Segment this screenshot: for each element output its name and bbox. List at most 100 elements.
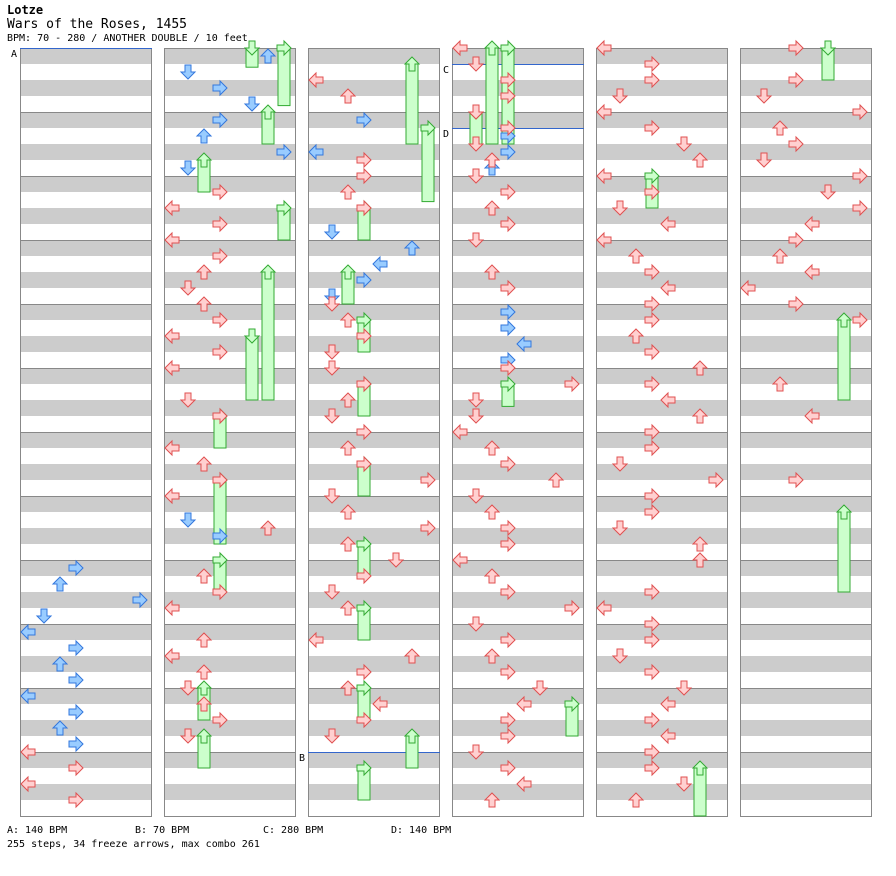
beat-stripe [596,80,728,96]
beat-stripe [452,208,584,224]
step-arrow-red [164,359,180,377]
step-arrow-red [788,471,804,489]
step-arrow-red [68,791,84,809]
step-arrow-red [68,759,84,777]
beat-stripe [452,112,584,128]
beat-stripe [164,144,296,160]
beat-stripe [452,240,584,256]
bpm-change-label: A [11,49,17,60]
step-arrow-blue [68,639,84,657]
step-arrow-red [500,455,516,473]
beat-stripe [596,720,728,736]
beat-stripe [308,304,440,320]
beat-stripe [740,80,872,96]
freeze-arrow-body [261,271,275,401]
beat-stripe [164,464,296,480]
beat-stripe [452,464,584,480]
beat-stripe [20,208,152,224]
beat-stripe [20,656,152,672]
step-arrow-red [500,663,516,681]
step-arrow-blue [68,703,84,721]
step-arrow-red [755,152,773,168]
freeze-arrow-head [195,152,213,168]
step-arrow-red [308,71,324,89]
beat-stripe [596,304,728,320]
step-arrow-blue [195,128,213,144]
beat-stripe [452,560,584,576]
step-arrow-red [788,295,804,313]
step-arrow-red [179,728,197,744]
step-arrow-red [339,392,357,408]
beat-stripe [740,560,872,576]
step-arrow-red [644,375,660,393]
step-arrow-red [323,584,341,600]
step-arrow-red [788,135,804,153]
step-arrow-red [788,71,804,89]
step-arrow-red [323,488,341,504]
step-arrow-red [483,440,501,456]
freeze-arrow-head [356,679,372,697]
step-arrow-red [691,552,709,568]
freeze-arrow-head [356,759,372,777]
freeze-arrow-head [403,56,421,72]
step-arrow-blue [51,576,69,592]
freeze-arrow-head [339,264,357,280]
freeze-arrow-head [356,599,372,617]
step-arrow-red [483,152,501,168]
step-arrow-red [483,648,501,664]
bpm-legend-d: D: 140 BPM [391,825,452,836]
step-arrow-red [452,551,468,569]
freeze-arrow-head [691,760,709,776]
beat-stripe [308,208,440,224]
beat-stripe [740,368,872,384]
step-arrow-blue [212,111,228,129]
step-arrow-blue [51,720,69,736]
step-arrow-red [195,456,213,472]
beat-stripe [20,176,152,192]
step-arrow-red [259,520,277,536]
beat-stripe [164,496,296,512]
step-arrow-red [356,663,372,681]
beat-stripe [452,720,584,736]
step-arrow-red [500,759,516,777]
step-arrow-red [483,264,501,280]
step-arrow-red [356,711,372,729]
step-arrow-red [644,119,660,137]
beat-stripe [596,496,728,512]
step-arrow-red [20,743,36,761]
beat-stripe [452,272,584,288]
step-arrow-red [644,263,660,281]
beat-stripe [308,176,440,192]
song-title: Wars of the Roses, 1455 [7,17,188,32]
beat-stripe [20,752,152,768]
step-arrow-red [372,695,388,713]
step-arrow-red [356,151,372,169]
beat-stripe [164,240,296,256]
step-arrow-blue [276,143,292,161]
freeze-arrow-head [212,551,228,569]
beat-stripe [20,464,152,480]
step-arrow-red [852,103,868,121]
step-arrow-red [212,247,228,265]
beat-stripe [452,48,584,64]
step-arrow-red [596,599,612,617]
step-arrow-red [164,439,180,457]
step-arrow-red [500,535,516,553]
beat-stripe [164,432,296,448]
chart-column-border [740,48,872,817]
freeze-arrow-body [837,319,851,401]
chart-column-border [596,48,728,817]
beat-stripe [740,144,872,160]
step-arrow-red [356,375,372,393]
step-arrow-red [644,487,660,505]
step-arrow-blue [500,319,516,337]
step-arrow-red [339,600,357,616]
beat-stripe [164,368,296,384]
beat-stripe [20,784,152,800]
step-arrow-red [564,375,580,393]
beat-stripe [164,208,296,224]
beat-stripe [164,48,296,64]
step-arrow-red [195,264,213,280]
step-arrow-red [164,647,180,665]
freeze-arrow-body [421,127,435,203]
